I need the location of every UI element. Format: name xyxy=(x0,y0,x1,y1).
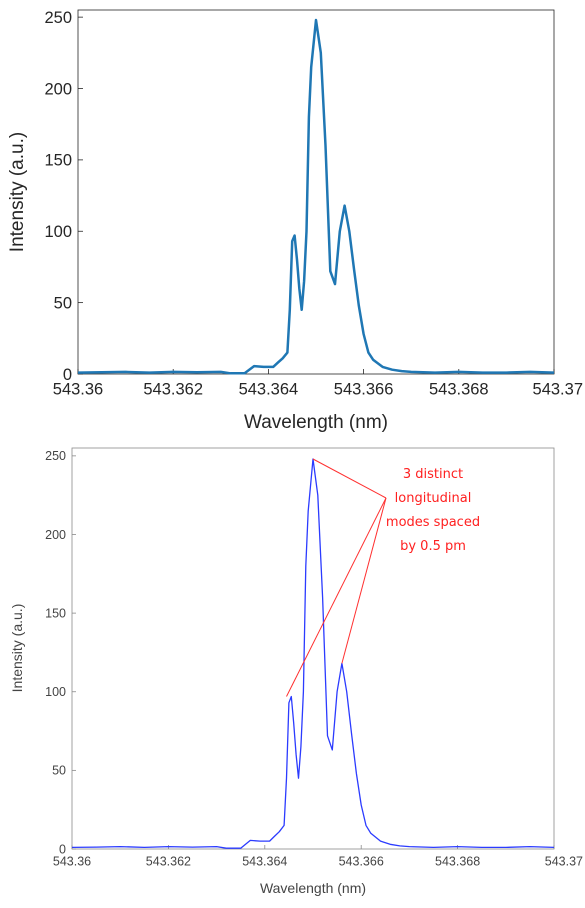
annotation-line-1: 3 distinct xyxy=(403,467,463,482)
y-tick-label: 250 xyxy=(45,449,66,463)
y-tick-label: 0 xyxy=(63,366,72,384)
bottom-y-axis-label: Intensity (a.u.) xyxy=(9,604,25,693)
annotation-arrow-3 xyxy=(341,497,387,664)
bottom-spectrum-line xyxy=(71,458,555,849)
y-tick-label: 200 xyxy=(44,80,72,98)
top-plot-frame xyxy=(77,9,555,375)
top-x-axis-label: Wavelength (nm) xyxy=(244,412,388,433)
y-tick-label: 100 xyxy=(44,223,72,241)
y-tick-label: 100 xyxy=(45,685,66,699)
top-spectrum-line xyxy=(77,18,555,375)
y-tick-label: 250 xyxy=(44,9,72,27)
y-tick-label: 50 xyxy=(54,294,72,312)
x-tick-label: 543.36 xyxy=(53,855,91,869)
x-tick-label: 543.368 xyxy=(435,855,480,869)
annotation-arrow-1 xyxy=(312,458,387,499)
bottom-x-axis-label: Wavelength (nm) xyxy=(260,880,366,896)
annotation-line-2: longitudinal xyxy=(395,491,472,506)
x-tick-label: 543.368 xyxy=(429,381,489,399)
y-tick-label: 150 xyxy=(45,606,66,620)
bottom-chart: 0 50 100 150 200 250 543.36 543.362 543.364 543.… xyxy=(9,447,583,896)
y-tick-label: 50 xyxy=(52,764,66,778)
x-tick-label: 543.37 xyxy=(545,855,583,869)
x-tick-label: 543.366 xyxy=(334,381,394,399)
y-tick-label: 0 xyxy=(59,842,66,856)
y-tick-label: 200 xyxy=(45,528,66,542)
top-chart: 0 50 100 150 200 250 543.36 543.362 543.364 543.… xyxy=(7,9,583,433)
x-tick-label: 543.364 xyxy=(242,855,287,869)
bottom-plot-frame xyxy=(71,447,555,850)
x-tick-label: 543.366 xyxy=(339,855,384,869)
top-y-axis-label: Intensity (a.u.) xyxy=(7,132,28,252)
x-tick-label: 543.362 xyxy=(146,855,191,869)
x-tick-label: 543.36 xyxy=(53,381,103,399)
annotation-line-4: by 0.5 pm xyxy=(400,539,466,554)
x-tick-label: 543.37 xyxy=(533,381,583,399)
annotation-line-3: modes spaced xyxy=(386,515,480,530)
x-tick-label: 543.364 xyxy=(239,381,299,399)
modes-annotation: 3 distinct longitudinal modes spaced by … xyxy=(286,458,480,697)
x-tick-label: 543.362 xyxy=(143,381,203,399)
y-tick-label: 150 xyxy=(44,152,72,170)
annotation-arrow-2 xyxy=(286,497,387,697)
